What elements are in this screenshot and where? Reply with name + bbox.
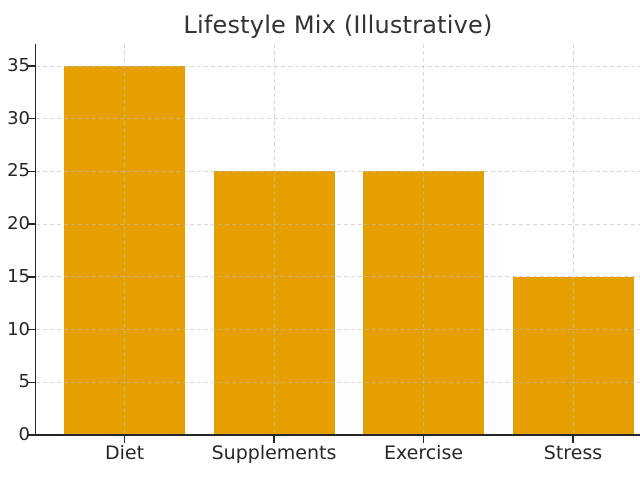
x-tick-mark xyxy=(572,436,574,443)
x-axis-spine xyxy=(34,434,640,436)
x-tick-mark xyxy=(123,436,126,443)
x-gridline xyxy=(572,44,574,435)
x-gridline xyxy=(423,44,424,435)
x-tick-mark xyxy=(422,436,425,443)
x-gridline xyxy=(273,44,275,435)
y-tick-mark xyxy=(28,381,35,383)
y-tick-label: 25 xyxy=(7,160,30,182)
y-tick-label: 35 xyxy=(7,55,30,76)
x-tick-mark xyxy=(273,436,275,443)
y-tick-label: 20 xyxy=(7,213,30,235)
x-tick-label: Stress xyxy=(543,442,603,464)
y-gridline xyxy=(36,381,640,383)
y-gridline xyxy=(36,276,640,278)
y-gridline xyxy=(36,170,640,172)
chart-title: Lifestyle Mix (Illustrative) xyxy=(183,11,493,39)
y-tick-mark xyxy=(28,223,35,225)
y-tick-mark xyxy=(28,328,35,331)
x-tick-label: Supplements xyxy=(211,442,337,464)
y-gridline xyxy=(36,118,640,120)
x-tick-label: Exercise xyxy=(383,442,464,464)
y-tick-mark xyxy=(28,65,35,67)
y-gridline xyxy=(36,223,640,225)
y-tick-label: 5 xyxy=(18,371,30,393)
y-tick-mark xyxy=(28,118,35,120)
y-axis-spine xyxy=(34,44,37,436)
y-tick-mark xyxy=(28,170,35,173)
y-tick-mark xyxy=(28,276,35,278)
y-tick-label: 15 xyxy=(7,265,30,287)
y-tick-label: 0 xyxy=(18,424,30,445)
y-tick-label: 30 xyxy=(7,107,30,129)
y-gridline xyxy=(36,329,640,331)
x-tick-label: Diet xyxy=(104,442,145,464)
y-tick-label: 10 xyxy=(7,318,30,340)
y-tick-mark xyxy=(28,434,35,436)
x-gridline xyxy=(124,44,125,435)
y-gridline xyxy=(36,65,640,67)
